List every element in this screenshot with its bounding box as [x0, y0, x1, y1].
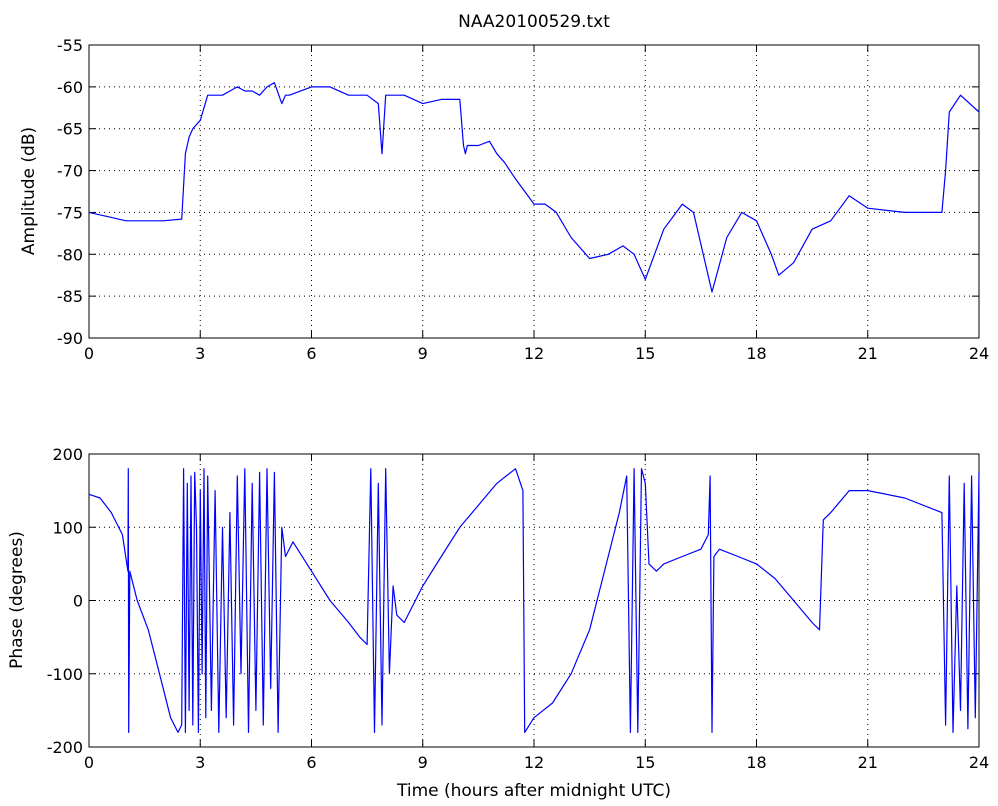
phase-x-tick-label: 3 — [195, 753, 205, 772]
phase-series-line — [88, 468, 980, 734]
amplitude-ticks: 0 3 6 9 12 15 18 21 24 -90 -85 -80 -75 -70 -65 -60 -55 — [57, 36, 989, 363]
amplitude-series — [88, 82, 980, 293]
amplitude-x-tick-label: 9 — [418, 344, 428, 363]
amplitude-panel: 0 3 6 9 12 15 18 21 24 -90 -85 -80 -75 -70 -65 -60 -55 N… — [19, 12, 989, 363]
amplitude-y-axis-label: Amplitude (dB) — [19, 127, 39, 255]
amplitude-y-tick-label: -80 — [57, 245, 83, 264]
phase-y-tick-label: -100 — [47, 665, 83, 684]
amplitude-series-line — [88, 82, 980, 293]
phase-ticks: 0 3 6 9 12 15 18 21 24 -200 -100 0 100 200 — [47, 445, 989, 772]
phase-y-axis-label: Phase (degrees) — [7, 531, 27, 669]
phase-x-tick-label: 0 — [84, 753, 94, 772]
amplitude-y-tick-label: -85 — [57, 287, 83, 306]
phase-x-tick-label: 15 — [635, 753, 655, 772]
amplitude-y-tick-label: -70 — [57, 162, 83, 181]
amplitude-y-tick-label: -55 — [57, 36, 83, 55]
amplitude-y-tick-label: -65 — [57, 120, 83, 139]
amplitude-x-tick-label: 18 — [746, 344, 766, 363]
phase-y-tick-label: 100 — [52, 518, 83, 537]
phase-y-tick-label: -200 — [47, 738, 83, 757]
amplitude-y-tick-label: -90 — [57, 329, 83, 348]
phase-x-tick-label: 9 — [418, 753, 428, 772]
phase-x-tick-label: 21 — [858, 753, 878, 772]
phase-x-tick-label: 18 — [746, 753, 766, 772]
amplitude-grid — [89, 45, 979, 338]
amplitude-x-tick-label: 12 — [524, 344, 544, 363]
phase-x-axis-label: Time (hours after midnight UTC) — [396, 781, 671, 801]
phase-series — [88, 468, 980, 734]
amplitude-axes-frame — [88, 44, 980, 339]
amplitude-x-tick-label: 0 — [84, 344, 94, 363]
phase-y-tick-label: 0 — [73, 592, 83, 611]
amplitude-x-tick-label: 21 — [858, 344, 878, 363]
amplitude-y-tick-label: -75 — [57, 203, 83, 222]
phase-x-tick-label: 12 — [524, 753, 544, 772]
chart-title: NAA20100529.txt — [458, 12, 610, 32]
amplitude-x-tick-label: 3 — [195, 344, 205, 363]
phase-grid — [89, 454, 979, 747]
phase-x-tick-label: 6 — [306, 753, 316, 772]
phase-panel: 0 3 6 9 12 15 18 21 24 -200 -100 0 100 200 Time (hour… — [7, 445, 989, 801]
amplitude-x-tick-label: 24 — [969, 344, 989, 363]
phase-y-tick-label: 200 — [52, 445, 83, 464]
amplitude-y-tick-label: -60 — [57, 78, 83, 97]
phase-x-tick-label: 24 — [969, 753, 989, 772]
amplitude-x-tick-label: 15 — [635, 344, 655, 363]
amplitude-x-tick-label: 6 — [306, 344, 316, 363]
